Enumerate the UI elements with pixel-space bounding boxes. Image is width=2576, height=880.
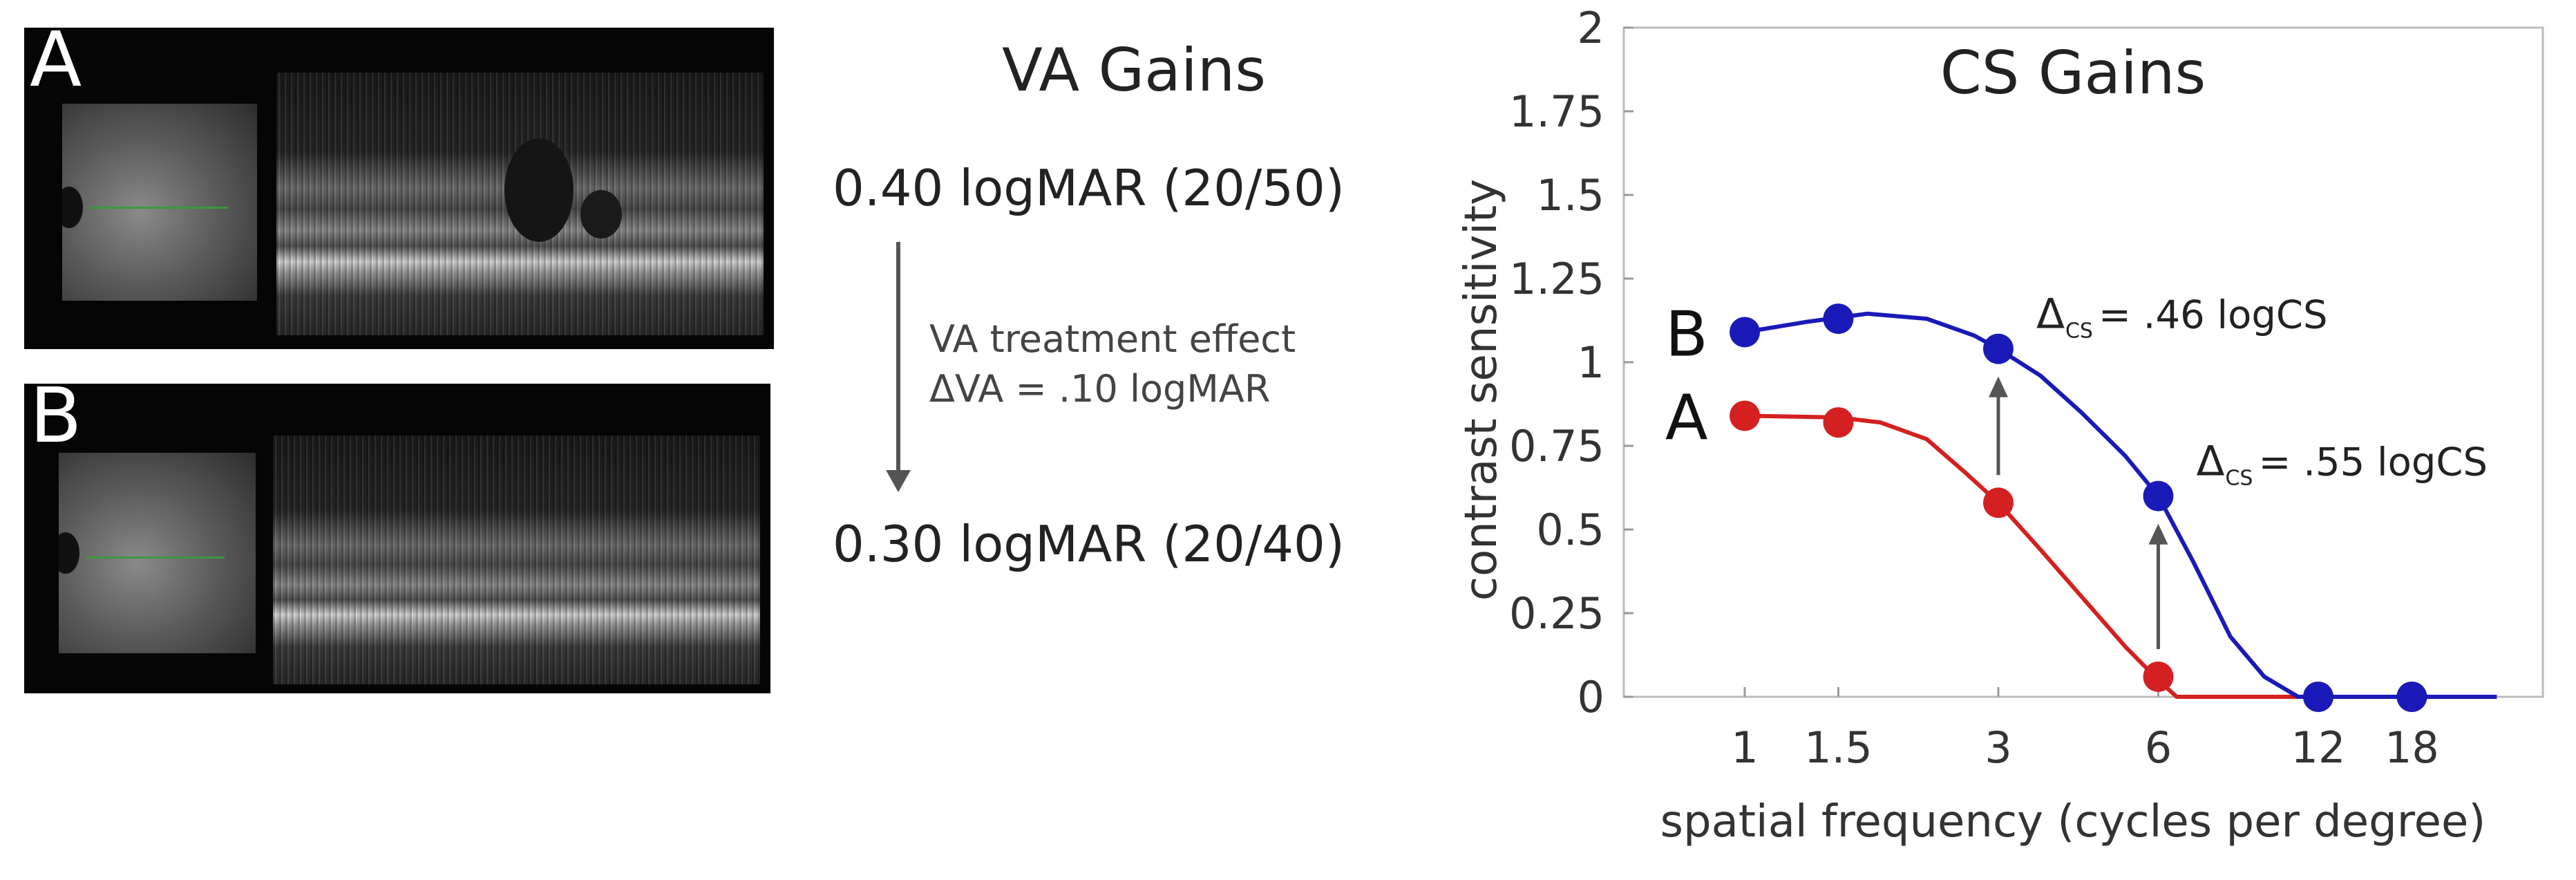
x-tick-label: 1.5: [1804, 722, 1873, 773]
data-point-b: [2303, 682, 2333, 712]
fundus-image-a: [62, 104, 257, 301]
panel-label-a: A: [30, 15, 82, 104]
data-point-a: [1982, 487, 2014, 518]
data-point-b: [2143, 480, 2174, 512]
cs-gain-arrowhead: [2148, 523, 2168, 545]
oct-scan-a: [276, 73, 764, 335]
data-point-a: [1823, 407, 1854, 438]
va-arrowhead: [886, 470, 911, 492]
series-label-a: A: [1665, 382, 1708, 454]
data-point-b: [1982, 333, 2014, 364]
data-point-a: [1730, 400, 1760, 431]
x-tick-label: 18: [2385, 722, 2439, 773]
va-effect-text: VA treatment effect ΔVA = .10 logMAR: [929, 315, 1296, 414]
va-after: 0.30 logMAR (20/40): [833, 515, 1345, 573]
panel-label-b: B: [30, 371, 82, 460]
x-tick-label: 1: [1731, 722, 1758, 773]
y-tick-label: 0.75: [1509, 421, 1604, 471]
delta-symbol: Δ: [2036, 290, 2065, 339]
x-tick-label: 3: [1985, 722, 2011, 773]
chart-title: CS Gains: [1940, 39, 2206, 108]
delta-subscript: CS: [2065, 319, 2093, 344]
va-title: VA Gains: [1002, 36, 1267, 105]
scan-panel-a: A: [24, 18, 774, 349]
y-tick-label: 1.25: [1509, 254, 1604, 304]
x-tick-label: 12: [2291, 722, 2346, 773]
va-before: 0.40 logMAR (20/50): [833, 159, 1345, 217]
y-tick-label: 1: [1578, 337, 1604, 388]
series-label-b: B: [1665, 298, 1708, 371]
fundus-image-b: [59, 453, 256, 653]
data-point-b: [2396, 682, 2427, 712]
y-tick-label: 2: [1578, 3, 1604, 53]
data-point-b: [1730, 317, 1760, 348]
delta-value: = .55 logCS: [2258, 440, 2488, 485]
oct-scan-b: [273, 436, 760, 684]
data-point-b: [1823, 303, 1854, 335]
y-tick-label: 0: [1578, 672, 1604, 722]
y-axis-label: contrast sensitivity: [1456, 179, 1507, 601]
x-tick-label: 6: [2145, 722, 2172, 773]
va-effect-line2: ΔVA = .10 logMAR: [929, 367, 1271, 411]
y-tick-label: 0.5: [1536, 505, 1604, 555]
cs-gain-arrowhead: [1988, 376, 2008, 397]
scan-panel-b: B: [24, 374, 770, 693]
y-tick-label: 1.75: [1509, 86, 1604, 137]
delta-symbol: Δ: [2196, 438, 2224, 486]
x-axis-label: spatial frequency (cycles per degree): [1660, 796, 2486, 848]
y-tick-label: 0.25: [1509, 588, 1604, 639]
data-point-a: [2143, 661, 2174, 692]
delta-subscript: CS: [2225, 467, 2253, 491]
y-tick-label: 1.5: [1536, 170, 1604, 221]
va-effect-line1: VA treatment effect: [929, 317, 1296, 361]
delta-value: = .46 logCS: [2099, 293, 2328, 338]
